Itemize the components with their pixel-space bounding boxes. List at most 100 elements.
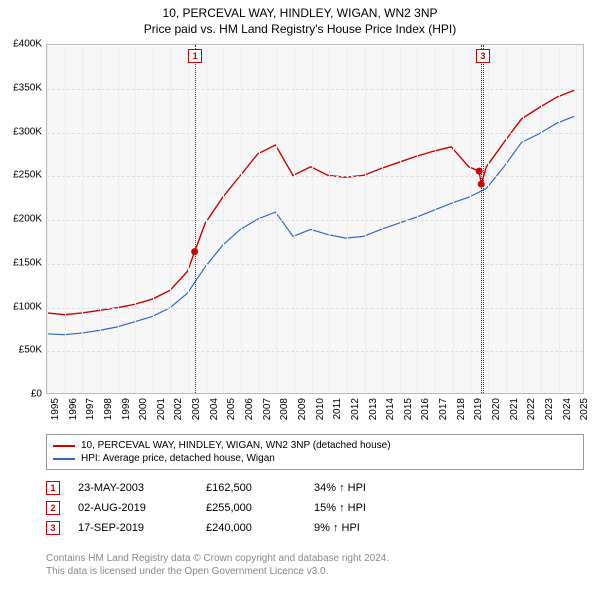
legend-item: 10, PERCEVAL WAY, HINDLEY, WIGAN, WN2 3N… bbox=[53, 439, 577, 452]
event-line bbox=[483, 45, 484, 393]
gridline-h bbox=[47, 264, 583, 265]
legend-label: 10, PERCEVAL WAY, HINDLEY, WIGAN, WN2 3N… bbox=[81, 440, 391, 451]
transaction-date: 17-SEP-2019 bbox=[78, 522, 188, 534]
x-axis-label: 2016 bbox=[420, 398, 431, 420]
gridline-v bbox=[365, 45, 366, 393]
x-axis-label: 2021 bbox=[509, 398, 520, 420]
x-axis-label: 2023 bbox=[544, 398, 555, 420]
gridline-h bbox=[47, 351, 583, 352]
gridline-v bbox=[576, 45, 577, 393]
y-axis-label: £150K bbox=[2, 257, 42, 268]
x-axis-label: 2025 bbox=[579, 398, 590, 420]
footer-attribution: Contains HM Land Registry data © Crown c… bbox=[46, 552, 389, 578]
gridline-v bbox=[329, 45, 330, 393]
gridline-h bbox=[47, 308, 583, 309]
x-axis-label: 2013 bbox=[368, 398, 379, 420]
x-axis-label: 2020 bbox=[491, 398, 502, 420]
gridline-v bbox=[453, 45, 454, 393]
transaction-row: 1 23-MAY-2003 £162,500 34% ↑ HPI bbox=[46, 478, 584, 498]
legend-swatch bbox=[53, 458, 75, 460]
x-axis-label: 2006 bbox=[244, 398, 255, 420]
gridline-v bbox=[153, 45, 154, 393]
y-axis-label: £350K bbox=[2, 82, 42, 93]
gridline-h bbox=[47, 89, 583, 90]
transaction-price: £255,000 bbox=[206, 502, 296, 514]
y-axis-label: £400K bbox=[2, 39, 42, 50]
x-axis-label: 1995 bbox=[50, 398, 61, 420]
transaction-table: 1 23-MAY-2003 £162,500 34% ↑ HPI 2 02-AUG-201… bbox=[46, 478, 584, 538]
gridline-v bbox=[135, 45, 136, 393]
x-axis-label: 2015 bbox=[403, 398, 414, 420]
gridline-v bbox=[470, 45, 471, 393]
x-axis-label: 2008 bbox=[279, 398, 290, 420]
y-axis-label: £100K bbox=[2, 301, 42, 312]
footer-line1: Contains HM Land Registry data © Crown c… bbox=[46, 552, 389, 565]
gridline-v bbox=[259, 45, 260, 393]
gridline-v bbox=[541, 45, 542, 393]
transaction-marker: 1 bbox=[46, 481, 60, 495]
x-axis-label: 2009 bbox=[297, 398, 308, 420]
x-axis-label: 2018 bbox=[456, 398, 467, 420]
y-axis-label: £250K bbox=[2, 170, 42, 181]
gridline-v bbox=[223, 45, 224, 393]
x-axis-label: 2024 bbox=[562, 398, 573, 420]
gridline-v bbox=[206, 45, 207, 393]
gridline-v bbox=[312, 45, 313, 393]
gridline-v bbox=[170, 45, 171, 393]
gridline-h bbox=[47, 176, 583, 177]
gridline-v bbox=[118, 45, 119, 393]
gridline-v bbox=[347, 45, 348, 393]
x-axis-label: 2004 bbox=[209, 398, 220, 420]
gridline-v bbox=[417, 45, 418, 393]
transaction-price: £162,500 bbox=[206, 482, 296, 494]
transaction-diff: 34% ↑ HPI bbox=[314, 482, 404, 494]
x-axis-label: 2000 bbox=[138, 398, 149, 420]
y-axis-label: £300K bbox=[2, 126, 42, 137]
gridline-v bbox=[523, 45, 524, 393]
legend-swatch bbox=[53, 445, 75, 447]
gridline-v bbox=[100, 45, 101, 393]
transaction-diff: 9% ↑ HPI bbox=[314, 522, 404, 534]
gridline-v bbox=[82, 45, 83, 393]
plot-area: 13 bbox=[46, 44, 584, 394]
x-axis-label: 2002 bbox=[173, 398, 184, 420]
chart-subtitle: Price paid vs. HM Land Registry's House … bbox=[0, 20, 600, 40]
x-axis-label: 2005 bbox=[226, 398, 237, 420]
gridline-v bbox=[559, 45, 560, 393]
gridline-v bbox=[276, 45, 277, 393]
event-marker: 1 bbox=[188, 49, 202, 63]
event-line bbox=[481, 45, 482, 393]
transaction-row: 317-SEP-2019£240,0009% ↑ HPI bbox=[46, 518, 584, 538]
chart-title: 10, PERCEVAL WAY, HINDLEY, WIGAN, WN2 3N… bbox=[0, 0, 600, 20]
y-axis-label: £50K bbox=[2, 345, 42, 356]
gridline-v bbox=[65, 45, 66, 393]
chart-svg bbox=[47, 45, 583, 393]
transaction-date: 02-AUG-2019 bbox=[78, 502, 188, 514]
gridline-v bbox=[47, 45, 48, 393]
legend: 10, PERCEVAL WAY, HINDLEY, WIGAN, WN2 3N… bbox=[46, 434, 584, 470]
x-axis-label: 2019 bbox=[473, 398, 484, 420]
event-line bbox=[195, 45, 196, 393]
transaction-marker: 3 bbox=[46, 521, 60, 535]
x-axis-label: 2001 bbox=[156, 398, 167, 420]
transaction-marker: 2 bbox=[46, 501, 60, 515]
chart-container: 10, PERCEVAL WAY, HINDLEY, WIGAN, WN2 3N… bbox=[0, 0, 600, 590]
x-axis-label: 1998 bbox=[103, 398, 114, 420]
x-axis-label: 1996 bbox=[68, 398, 79, 420]
x-axis-label: 2017 bbox=[438, 398, 449, 420]
gridline-v bbox=[488, 45, 489, 393]
y-axis-label: £0 bbox=[2, 389, 42, 400]
gridline-v bbox=[400, 45, 401, 393]
x-axis-label: 2007 bbox=[262, 398, 273, 420]
legend-item: HPI: Average price, detached house, Wiga… bbox=[53, 452, 577, 465]
transaction-row: 202-AUG-2019£255,00015% ↑ HPI bbox=[46, 498, 584, 518]
x-axis-label: 2012 bbox=[350, 398, 361, 420]
gridline-v bbox=[241, 45, 242, 393]
y-axis-label: £200K bbox=[2, 214, 42, 225]
footer-line2: This data is licensed under the Open Gov… bbox=[46, 565, 389, 578]
transaction-date: 23-MAY-2003 bbox=[78, 482, 188, 494]
gridline-v bbox=[188, 45, 189, 393]
x-axis-label: 1999 bbox=[121, 398, 132, 420]
gridline-h bbox=[47, 220, 583, 221]
event-marker: 3 bbox=[476, 49, 490, 63]
